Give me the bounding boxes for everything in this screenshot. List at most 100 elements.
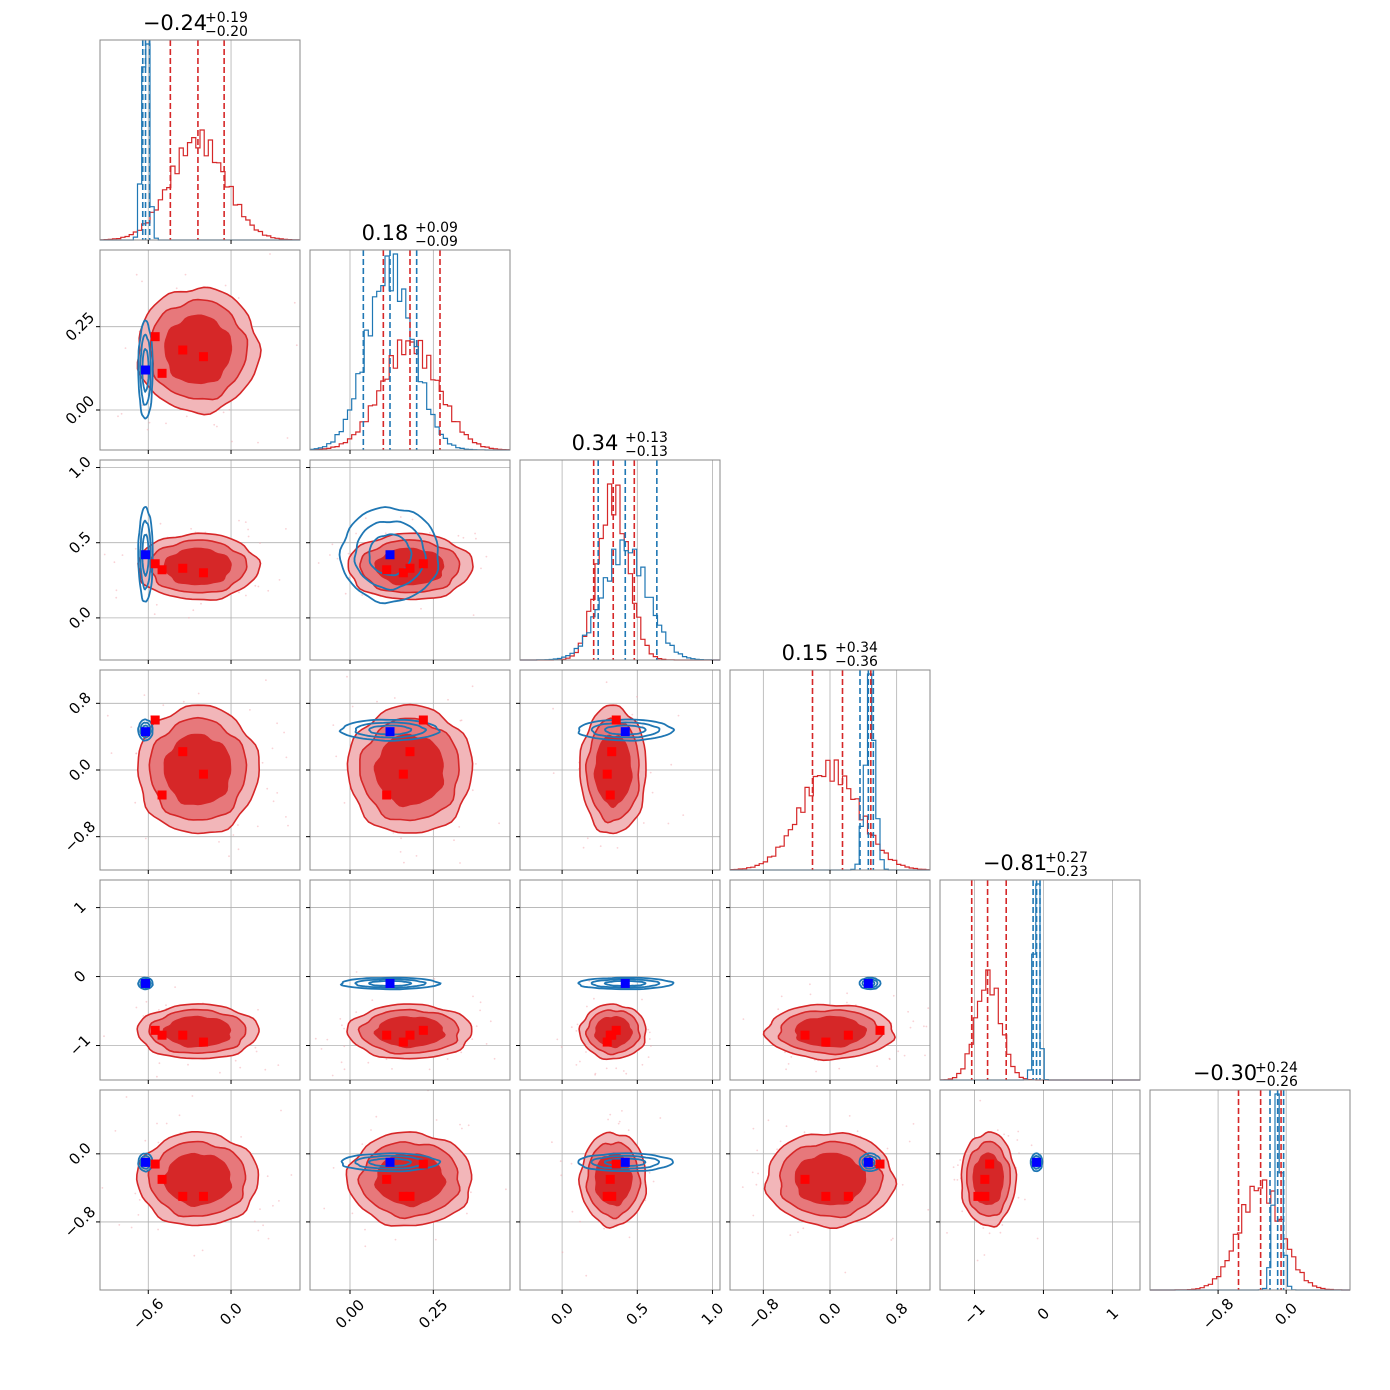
scatter-point (159, 522, 162, 525)
y-tick-label: −0.8 (61, 1203, 99, 1241)
red-contour-inner (794, 1152, 867, 1206)
scatter-point (1016, 1139, 1019, 1141)
scatter-point (560, 1174, 563, 1177)
scatter-point (231, 440, 233, 443)
blue-truth-marker (141, 550, 151, 560)
panel-contents (332, 675, 500, 864)
y-tick-label: 1 (70, 898, 89, 917)
scatter-point (266, 787, 269, 790)
scatter-point (254, 1046, 257, 1049)
scatter-point (130, 1226, 133, 1229)
scatter-point (809, 993, 812, 996)
scatter-point (142, 1015, 145, 1017)
scatter-point (228, 855, 230, 858)
red-truth-marker (405, 747, 415, 757)
scatter-point (952, 1166, 955, 1169)
scatter-point (498, 822, 500, 825)
blue-contour-outer (577, 976, 675, 991)
scatter-point (385, 1058, 388, 1060)
scatter-point (625, 1072, 628, 1075)
panel-title-minus-2: −0.13 (625, 444, 668, 460)
scatter-point (336, 557, 339, 560)
scatter-point (556, 1038, 559, 1041)
scatter-point (343, 1068, 346, 1071)
blue-truth-marker (385, 550, 395, 560)
scatter-point (579, 1220, 581, 1223)
panel-title-5: −0.30 (1193, 1061, 1257, 1085)
red-truth-marker (602, 1037, 612, 1047)
scatter-point (1017, 1196, 1020, 1199)
red-truth-marker (602, 1191, 612, 1201)
scatter-point (988, 1232, 991, 1235)
scatter-point (153, 613, 156, 616)
scatter-point (790, 1056, 793, 1058)
scatter-point (594, 1073, 596, 1076)
scatter-point (293, 301, 296, 304)
blue-histogram (310, 253, 510, 451)
scatter-point (272, 1204, 274, 1207)
red-truth-marker (418, 1025, 428, 1035)
blue-truth-marker (1032, 1157, 1042, 1167)
panel-contents (101, 1095, 293, 1257)
scatter-point (472, 995, 474, 998)
scatter-point (461, 1127, 463, 1130)
scatter-point (575, 1064, 578, 1066)
scatter-point (219, 1071, 221, 1074)
scatter-point (113, 561, 116, 564)
scatter-point (480, 567, 482, 570)
scatter-point (317, 562, 320, 564)
panel-frame (939, 1089, 1141, 1291)
scatter-point (903, 1054, 906, 1057)
scatter-point (143, 694, 146, 696)
scatter-point (474, 532, 476, 535)
scatter-point (505, 1188, 507, 1191)
scatter-point (561, 1251, 564, 1254)
scatter-point (146, 428, 149, 431)
panel-contents (103, 976, 280, 1078)
scatter-point (434, 1238, 437, 1241)
scatter-point (256, 825, 259, 828)
histogram-panel-4 (939, 879, 1141, 1084)
blue-contour-inner (368, 1157, 412, 1167)
blue-contour-outer (339, 976, 442, 991)
panel-title-2: 0.34 (572, 431, 619, 455)
scatter-point (238, 519, 240, 522)
scatter-point (659, 1117, 662, 1119)
x-tick-label: 0 (1034, 1304, 1053, 1323)
y-tick-label: 1.0 (65, 453, 95, 483)
red-truth-marker (875, 1159, 885, 1169)
scatter-point (411, 518, 414, 521)
scatter-point (308, 1006, 310, 1008)
scatter-point (446, 1058, 449, 1060)
blue-contour-middle (353, 520, 427, 591)
red-truth-marker (178, 563, 188, 573)
scatter-point (191, 1095, 194, 1097)
blue-contour-middle (590, 978, 661, 989)
scatter-point (588, 980, 591, 982)
scatter-point (361, 594, 364, 596)
scatter-point (628, 1236, 631, 1239)
panel-contents (730, 1115, 930, 1274)
scatter-point (996, 1129, 999, 1131)
scatter-point (216, 425, 218, 428)
scatter-point (239, 1066, 242, 1069)
red-truth-marker (150, 332, 160, 342)
blue-contour-outer (858, 976, 882, 991)
red-truth-marker (198, 568, 208, 578)
red-truth-marker (382, 565, 392, 575)
y-tick-label: 0.25 (62, 308, 98, 344)
scatter-point (907, 1010, 909, 1013)
scatter-point (364, 1245, 367, 1248)
y-tick-label: −1 (66, 1031, 94, 1059)
red-truth-marker (398, 1037, 408, 1047)
scatter-point (789, 1234, 792, 1236)
scatter-point (144, 837, 147, 840)
scatter-point (254, 584, 257, 587)
scatter-point (117, 415, 119, 418)
scatter-point (458, 826, 461, 828)
scatter-point (249, 709, 251, 711)
scatter-point (605, 681, 608, 684)
scatter-point (741, 1186, 744, 1188)
scatter-point (485, 1043, 488, 1045)
blue-truth-marker (863, 1157, 873, 1167)
